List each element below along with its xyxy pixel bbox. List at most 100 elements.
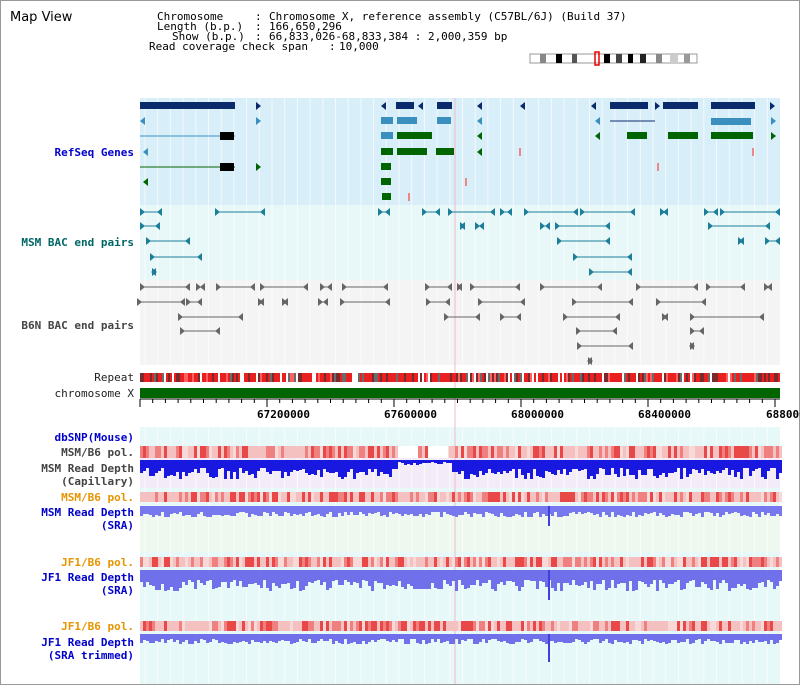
polymorphism-mark: [257, 446, 260, 458]
read-depth-bar: [407, 506, 410, 515]
polymorphism-mark: [650, 492, 653, 502]
axis-tick-label: 68400000: [638, 408, 691, 421]
read-depth-bar: [326, 570, 329, 590]
polymorphism-mark: [212, 557, 215, 567]
read-depth-bar: [716, 460, 719, 471]
polymorphism-mark: [233, 621, 236, 631]
gene-feature: [381, 117, 393, 124]
read-depth-bar: [446, 506, 449, 514]
polymorphism-mark: [608, 557, 611, 567]
gene-arrow: [628, 298, 633, 306]
track-label-msm-b6-pol-2[interactable]: MSM/B6 pol.: [61, 491, 134, 504]
read-depth-bar: [515, 634, 518, 642]
repeat-mark: [558, 373, 560, 382]
polymorphism-mark: [338, 446, 341, 458]
read-depth-bar: [170, 570, 173, 587]
track-label-msm-depth-cap-1[interactable]: MSM Read Depth: [41, 462, 134, 475]
polymorphism-mark: [596, 621, 599, 631]
polymorphism-mark: [233, 492, 236, 502]
gene-arrow: [663, 313, 668, 321]
read-depth-bar: [452, 634, 455, 644]
read-depth-bar: [248, 506, 251, 517]
repeat-mark: [690, 373, 692, 382]
read-depth-bar: [167, 634, 170, 640]
read-depth-bar: [554, 634, 557, 643]
polymorphism-mark: [395, 492, 398, 502]
polymorphism-mark: [275, 621, 278, 631]
gene-arrow: [381, 102, 386, 110]
polymorphism-mark: [380, 557, 383, 567]
repeat-mark: [488, 373, 490, 382]
read-depth-bar: [299, 634, 302, 639]
track-label-jf1-depth-trim-1[interactable]: JF1 Read Depth: [41, 636, 134, 649]
read-depth-bar: [779, 570, 782, 581]
read-depth-bar: [749, 634, 752, 641]
polymorphism-mark: [155, 621, 158, 631]
track-label-repeat[interactable]: Repeat: [94, 371, 134, 384]
track-label-msm-bac[interactable]: MSM BAC end pairs: [21, 236, 134, 249]
gene-arrow: [557, 237, 562, 245]
polymorphism-mark: [770, 446, 773, 458]
read-depth-bar: [653, 506, 656, 512]
polymorphism-mark: [290, 557, 293, 567]
repeat-mark: [340, 373, 342, 382]
polymorphism-mark: [446, 621, 449, 631]
repeat-mark: [390, 373, 392, 382]
polymorphism-mark: [260, 621, 263, 631]
repeat-mark: [692, 373, 694, 382]
track-label-b6n-bac[interactable]: B6N BAC end pairs: [21, 319, 134, 332]
gene-arrow: [426, 298, 431, 306]
track-label-jf1-b6-pol-2[interactable]: JF1/B6 pol.: [61, 620, 134, 633]
read-depth-bar: [305, 460, 308, 473]
track-label-jf1-depth-sra-1[interactable]: JF1 Read Depth: [41, 571, 134, 584]
repeat-mark: [414, 373, 416, 382]
read-depth-bar: [506, 570, 509, 581]
read-depth-bar: [398, 570, 401, 581]
track-label-msm-depth-sra-1[interactable]: MSM Read Depth: [41, 506, 134, 519]
read-depth-bar: [314, 506, 317, 515]
read-depth-bar: [455, 460, 458, 472]
read-depth-bar: [218, 570, 221, 587]
read-depth-bar: [158, 506, 161, 516]
read-depth-bar: [146, 570, 149, 582]
read-depth-bar: [572, 634, 575, 642]
read-depth-bar: [542, 460, 545, 478]
polymorphism-mark: [635, 621, 638, 631]
track-label-msm-b6-pol-1[interactable]: MSM/B6 pol.: [61, 446, 134, 459]
polymorphism-mark: [587, 446, 590, 458]
polymorphism-mark: [305, 621, 308, 631]
read-depth-bar: [656, 634, 659, 642]
read-depth-bar: [689, 460, 692, 474]
polymorphism-mark: [398, 557, 401, 567]
read-depth-bar: [269, 634, 272, 641]
read-depth-bar: [773, 570, 776, 589]
polymorphism-mark: [386, 492, 389, 502]
chromosome-bar: [140, 388, 780, 398]
polymorphism-mark: [539, 492, 542, 502]
polymorphism-mark: [338, 621, 341, 631]
track-label-jf1-b6-pol-1[interactable]: JF1/B6 pol.: [61, 556, 134, 569]
repeat-mark: [618, 373, 620, 382]
gene-feature: [437, 102, 452, 109]
polymorphism-mark: [170, 492, 173, 502]
polymorphism-mark: [587, 557, 590, 567]
polymorphism-mark: [689, 492, 692, 502]
polymorphism-mark: [722, 557, 725, 567]
repeat-mark: [654, 373, 656, 382]
read-depth-bar: [749, 460, 752, 476]
repeat-mark: [186, 373, 188, 382]
polymorphism-mark: [701, 621, 704, 631]
track-label-dbsnp[interactable]: dbSNP(Mouse): [54, 431, 134, 444]
track-label-refseq[interactable]: RefSeq Genes: [54, 146, 134, 159]
read-depth-bar: [296, 506, 299, 515]
read-depth-spike: [548, 634, 550, 662]
polymorphism-mark: [728, 621, 731, 631]
read-depth-bar: [533, 506, 536, 513]
repeat-mark: [368, 373, 370, 382]
read-depth-bar: [182, 506, 185, 516]
read-depth-bar: [374, 506, 377, 513]
read-depth-bar: [569, 570, 572, 585]
polymorphism-mark: [332, 557, 335, 567]
gene-arrow: [656, 298, 661, 306]
